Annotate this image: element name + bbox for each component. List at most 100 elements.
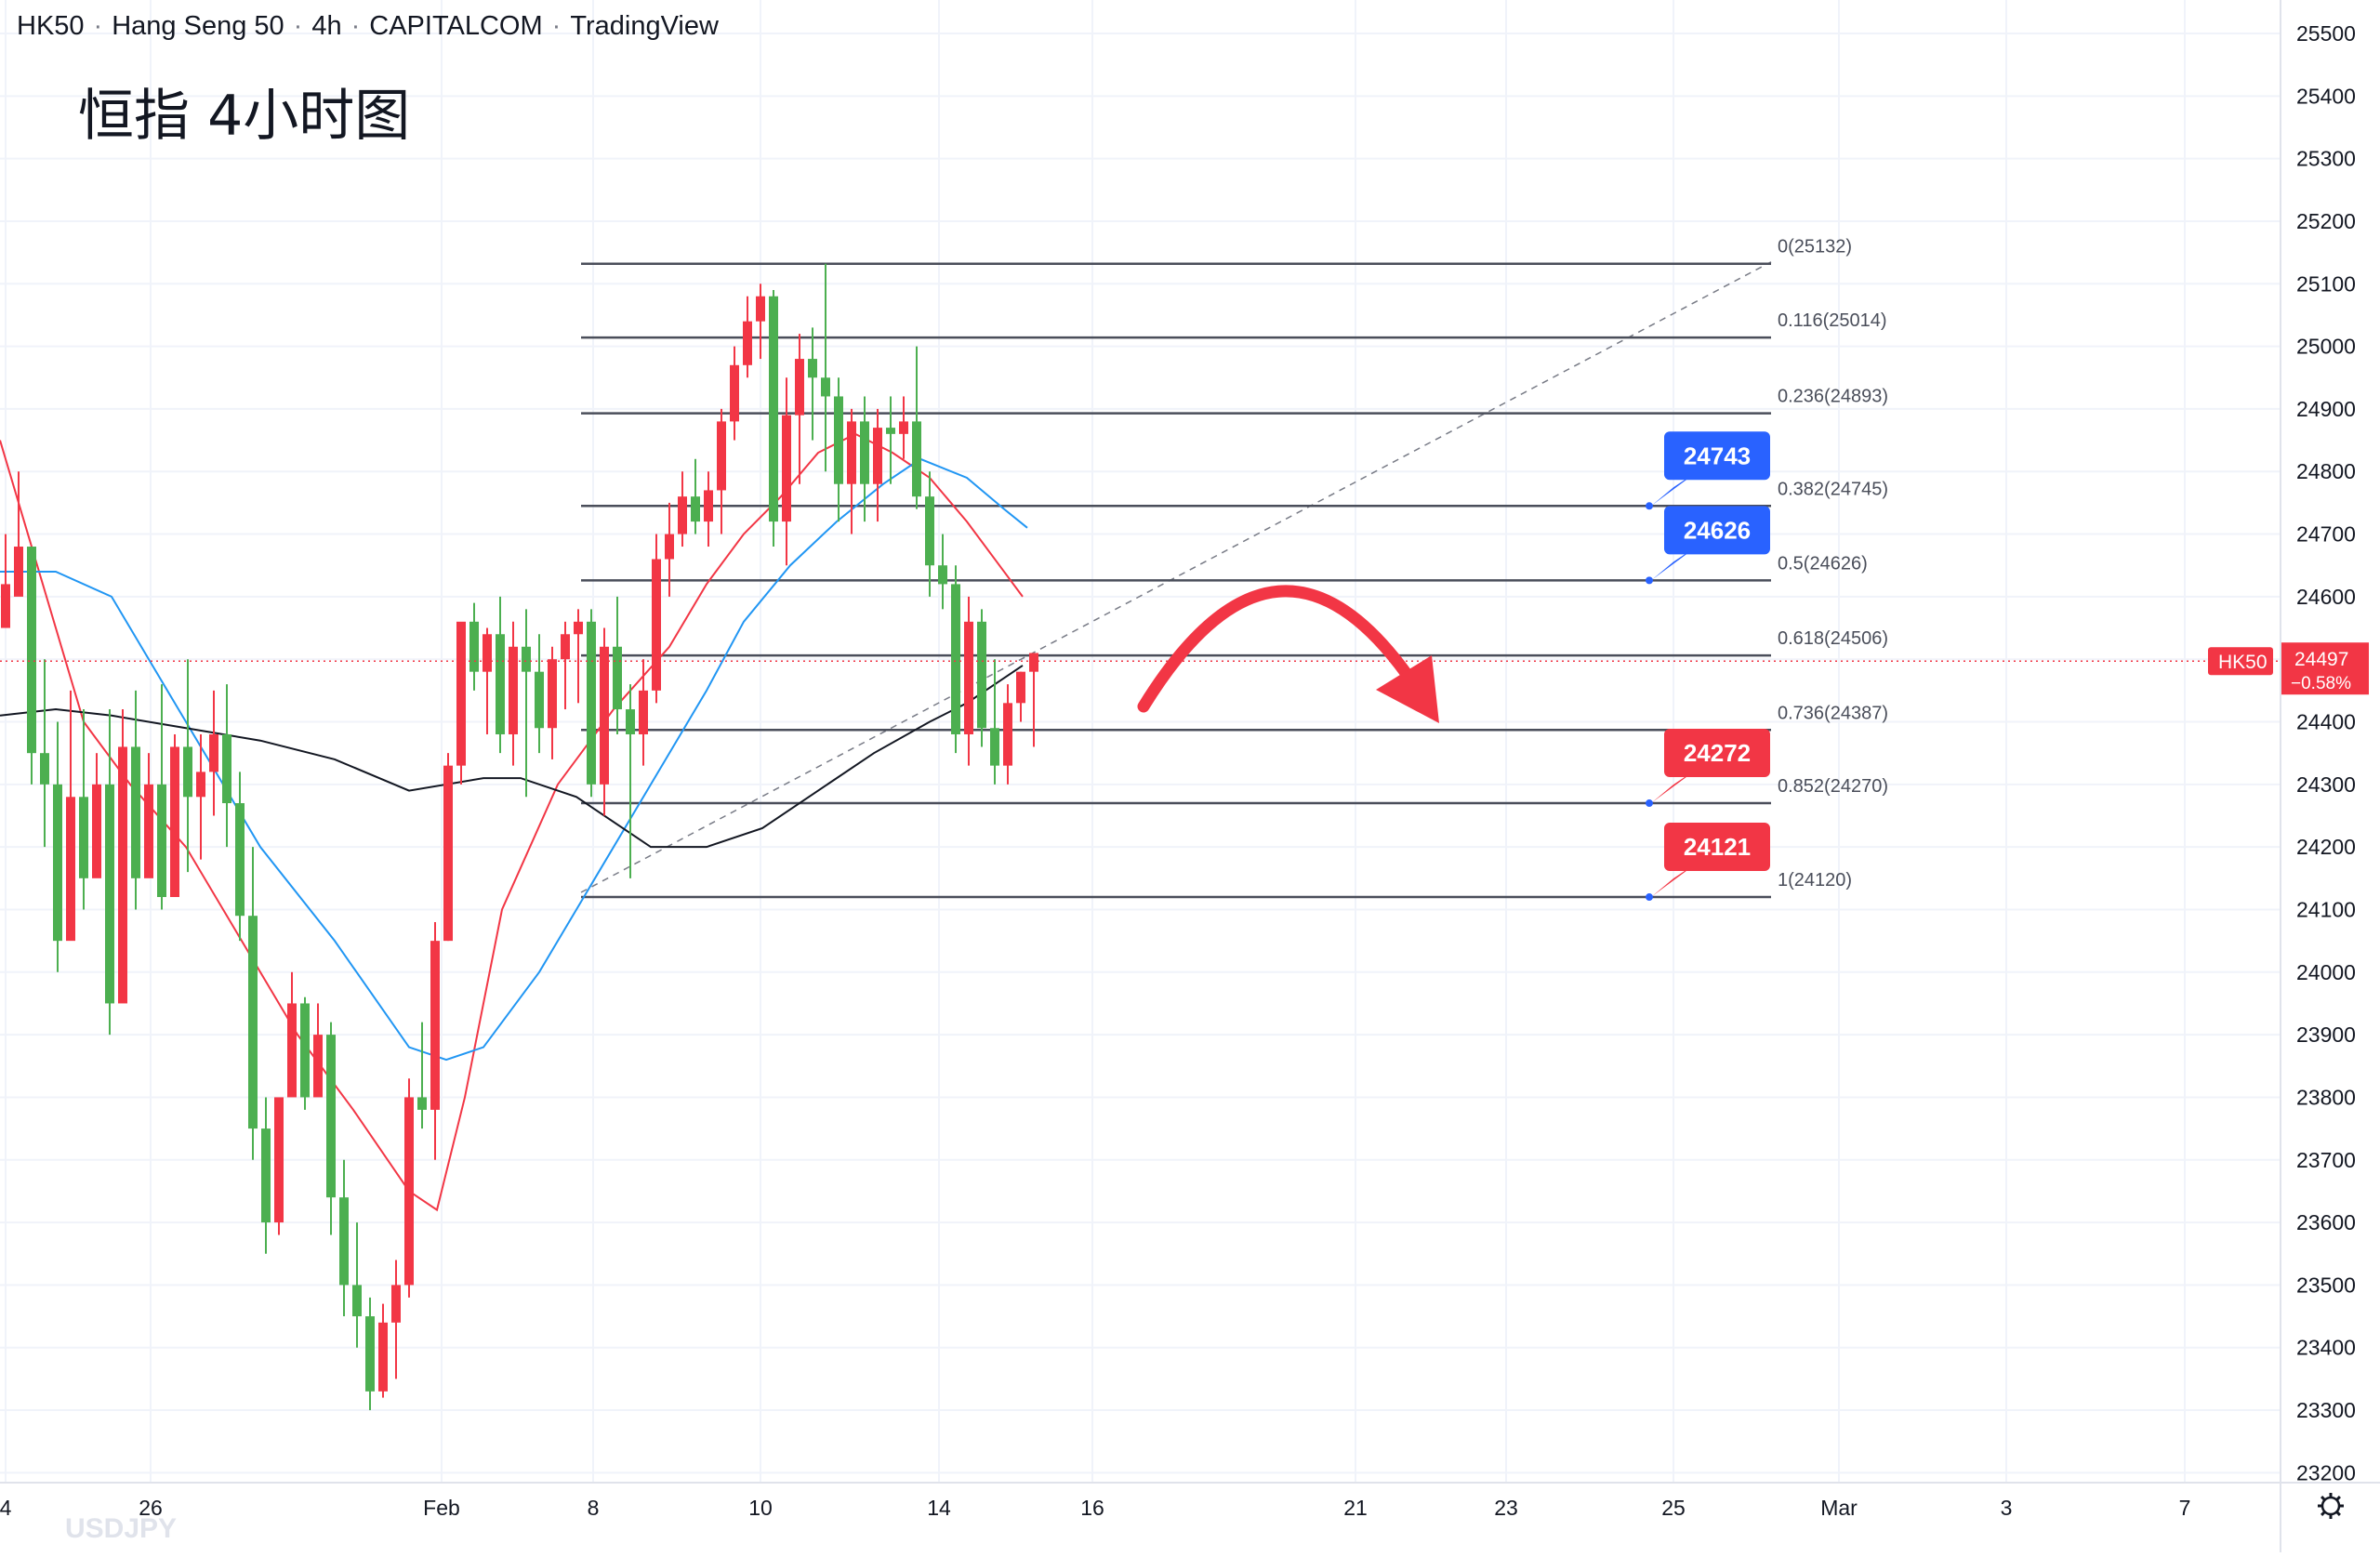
separator: · (551, 11, 562, 41)
fib-level-label: 0(25132) (1778, 237, 1852, 257)
candle-body (730, 364, 739, 422)
time-scale[interactable]: 4 26 Feb 8 10 14 16 21 23 25 Mar 3 7 (0, 1482, 2380, 1520)
time-tick-label: Mar (1820, 1496, 1858, 1520)
callout-label: 24743 (1684, 442, 1751, 469)
candle-body (496, 634, 505, 734)
price-tick-label: 23400 (2296, 1336, 2356, 1360)
candle-body (600, 646, 609, 785)
gear-ring (2320, 1496, 2341, 1516)
candle-body (808, 359, 817, 378)
candle-body (274, 1097, 284, 1223)
price-tick-label: 25200 (2296, 209, 2356, 233)
price-tick-label: 24800 (2296, 459, 2356, 483)
candle-body (522, 646, 531, 672)
time-tick-label: 3 (2001, 1496, 2013, 1520)
time-tick-label: 10 (748, 1496, 773, 1520)
candle-body (209, 733, 218, 772)
forecast-arrow-head (1376, 655, 1439, 723)
candle-body (587, 621, 596, 785)
candle-body (639, 690, 648, 734)
candle-body (821, 377, 830, 397)
candle-body (430, 941, 440, 1110)
fibonacci-retracement[interactable]: 0(25132) 0.116(25014) 0.236(24893) 0.382(24… (580, 237, 1888, 899)
candle-body (1029, 653, 1038, 672)
candle-body (170, 746, 179, 898)
price-tick-label: 23600 (2296, 1210, 2356, 1234)
callout-box (1664, 823, 1770, 872)
candle-body (66, 797, 75, 942)
callout-anchor (1646, 799, 1653, 808)
candle-body (417, 1097, 427, 1110)
callout-anchor (1646, 893, 1653, 902)
callout-box (1664, 431, 1770, 481)
candle-body (951, 584, 960, 734)
price-tick-label: 23500 (2296, 1273, 2356, 1297)
fib-level-label: 0.382(24745) (1778, 479, 1888, 499)
price-tick-label: 24700 (2296, 522, 2356, 547)
callout-box (1664, 506, 1770, 555)
price-tick-label: 25100 (2296, 271, 2356, 296)
candle-body (404, 1097, 414, 1286)
time-tick-label: 16 (1080, 1496, 1104, 1520)
time-tick-label: 4 (0, 1496, 12, 1520)
candle-body (339, 1197, 349, 1286)
price-callouts[interactable]: 24743 24626 24272 24121 (1646, 431, 1770, 902)
candle-body (287, 1003, 297, 1098)
candle-body (509, 646, 518, 734)
broker: CAPITALCOM (369, 11, 543, 41)
candle-body (535, 671, 544, 729)
candle-body (14, 547, 23, 597)
candle-body (1016, 671, 1025, 704)
candle-body (769, 296, 778, 522)
separator: · (293, 11, 303, 41)
callout-anchor (1646, 502, 1653, 510)
symbol-header[interactable]: HK50 · Hang Seng 50 · 4h · CAPITALCOM · TradingV… (17, 11, 719, 42)
time-tick-label: 25 (1661, 1496, 1686, 1520)
callout-label: 24272 (1684, 739, 1751, 767)
fib-level-label: 0.618(24506) (1778, 628, 1888, 649)
price-tick-label: 25300 (2296, 147, 2356, 171)
candle-body (613, 646, 622, 710)
symbol-price-tag-label: HK50 (2218, 652, 2268, 673)
price-tick-label: 24600 (2296, 585, 2356, 609)
candle-body (352, 1285, 362, 1317)
candle-body (391, 1285, 401, 1323)
candle-body (157, 784, 166, 898)
candle-body (886, 428, 895, 434)
candle-body (873, 428, 882, 484)
price-tick-label: 24400 (2296, 710, 2356, 734)
symbol-code[interactable]: HK50 (17, 11, 85, 41)
callout-box (1664, 729, 1770, 778)
candle-body (548, 659, 557, 729)
price-tick-label: 25500 (2296, 21, 2356, 46)
candle-body (1, 584, 10, 628)
interval[interactable]: 4h (311, 11, 342, 41)
price-tick-label: 25000 (2296, 335, 2356, 359)
candle-body (300, 1003, 310, 1098)
candle-body (144, 784, 153, 878)
time-tick-label: 14 (927, 1496, 951, 1520)
price-tick-label: 24000 (2296, 960, 2356, 984)
candle-body (652, 559, 661, 691)
candle-body (131, 746, 140, 878)
callout-label: 24626 (1684, 516, 1751, 544)
time-tick-label: 21 (1343, 1496, 1368, 1520)
price-tick-label: 23800 (2296, 1085, 2356, 1109)
fib-level-label: 0.736(24387) (1778, 703, 1888, 723)
fib-level-label: 0.236(24893) (1778, 387, 1888, 407)
candle-body (925, 496, 934, 566)
gear-icon[interactable] (2318, 1493, 2344, 1519)
price-tick-label: 24900 (2296, 397, 2356, 421)
candle-body (183, 746, 192, 798)
price-tick-label: 23200 (2296, 1460, 2356, 1484)
annotation-title[interactable]: 恒指 4小时图 (78, 84, 411, 149)
candle-body (92, 784, 101, 878)
forecast-arrow[interactable] (1137, 585, 1439, 723)
candle-body (977, 621, 986, 729)
price-tick-label: 23300 (2296, 1398, 2356, 1422)
candle-body (860, 421, 869, 484)
candle-body (1003, 703, 1012, 766)
